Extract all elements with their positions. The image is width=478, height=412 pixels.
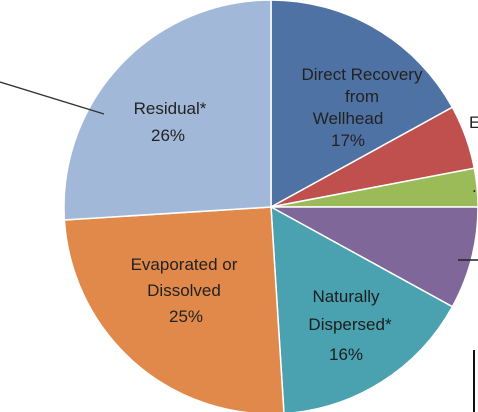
label-evaporated-line2: Dissolved bbox=[147, 281, 221, 300]
label-e-slice: E bbox=[469, 113, 478, 132]
label-residual-pct: 26% bbox=[151, 126, 185, 145]
pie-slice-6 bbox=[63, 0, 272, 221]
label-direct-recovery-line2: from bbox=[345, 87, 379, 106]
label-green-slice: ... bbox=[472, 177, 478, 196]
label-direct-recovery-pct: 17% bbox=[331, 131, 365, 150]
label-residual-line1: Residual* bbox=[134, 99, 207, 118]
label-naturally-dispersed-pct: 16% bbox=[329, 345, 363, 364]
label-direct-recovery-line3: Wellhead bbox=[313, 109, 384, 128]
label-evaporated-line1: Evaporated or bbox=[131, 255, 238, 274]
pie-slices bbox=[63, 0, 478, 412]
pie-slice-5 bbox=[63, 206, 285, 412]
label-naturally-dispersed-line1: Naturally bbox=[312, 287, 380, 306]
pie-slice-4 bbox=[270, 205, 454, 412]
pie-slice-0 bbox=[270, 0, 454, 209]
leader-line-residual bbox=[0, 81, 105, 115]
label-evaporated-pct: 25% bbox=[169, 307, 203, 326]
label-direct-recovery-line1: Direct Recovery bbox=[302, 65, 423, 84]
label-naturally-dispersed-line2: Dispersed* bbox=[308, 315, 392, 334]
